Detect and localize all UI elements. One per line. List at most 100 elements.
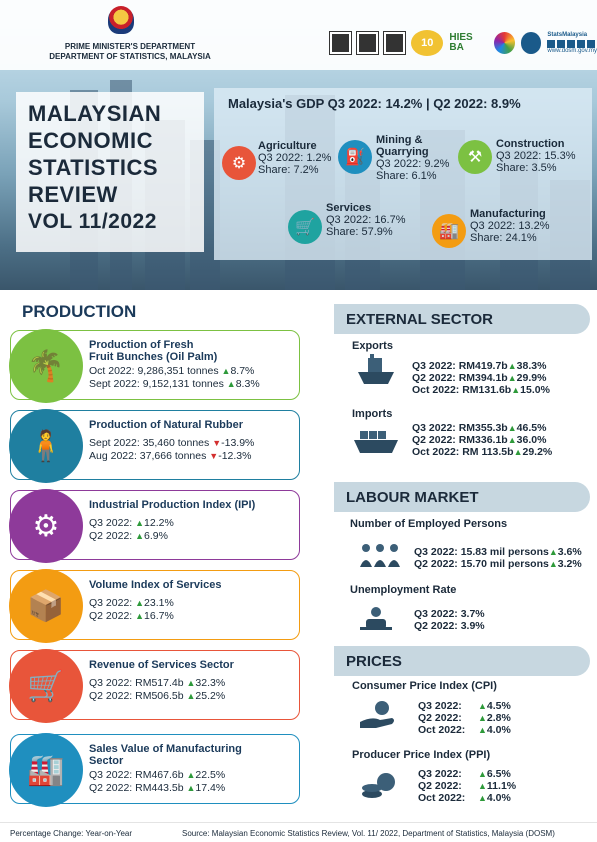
tractor-icon: ⚙ bbox=[222, 146, 256, 180]
department-subname: DEPARTMENT OF STATISTICS, MALAYSIA bbox=[49, 52, 211, 61]
up-arrow-icon: ▲ bbox=[507, 373, 517, 383]
change-value: 17.4% bbox=[195, 782, 226, 794]
social-icons bbox=[547, 40, 597, 48]
card-title: Industrial Production Index (IPI) bbox=[89, 499, 256, 511]
production-heading: PRODUCTION bbox=[22, 302, 137, 321]
production-card: 🌴 Production of Fresh Fruit Bunches (Oil P… bbox=[9, 329, 300, 403]
up-arrow-icon: ▲ bbox=[186, 783, 196, 793]
card-value-line: Aug 2022: 37,666 tonnes ▼-12.3% bbox=[89, 450, 252, 462]
stat-line: Q3 2022: 15.83 mil persons▲3.6% bbox=[414, 546, 582, 558]
card-value-line: Q2 2022: RM443.5b ▲17.4% bbox=[89, 782, 226, 794]
card-title: Sales Value of Manufacturing Sector bbox=[89, 743, 242, 767]
hand-coin-icon bbox=[356, 700, 400, 730]
card-value-line: Q3 2022: RM467.6b ▲22.5% bbox=[89, 769, 226, 781]
oil-rig-icon: ⛽ bbox=[338, 140, 372, 174]
excavator-icon: ⚒ bbox=[458, 140, 492, 174]
card-title: Revenue of Services Sector bbox=[89, 659, 234, 671]
anniversary-logo: 10 bbox=[411, 30, 444, 56]
change-value: 6.9% bbox=[144, 530, 168, 542]
up-arrow-icon: ▲ bbox=[513, 447, 523, 457]
stat-line: Oct 2022: ▲4.0% bbox=[418, 724, 511, 736]
production-card: 🏭 Sales Value of Manufacturing Sector Q3 20… bbox=[9, 733, 300, 807]
stat-line: Oct 2022: RM131.6b▲15.0% bbox=[412, 384, 550, 396]
change-value: 16.7% bbox=[144, 610, 174, 622]
department-name: PRIME MINISTER'S DEPARTMENT bbox=[64, 42, 196, 51]
shopping-cart-icon: 🛒 bbox=[9, 649, 83, 723]
gdp-panel: Malaysia's GDP Q3 2022: 14.2% | Q2 2022:… bbox=[214, 88, 592, 260]
stat-line: Q2 2022: RM336.1b▲36.0% bbox=[412, 434, 547, 446]
card-value-line: Q2 2022: ▲6.9% bbox=[89, 530, 168, 542]
gdp-mining: Mining & Quarrying Q3 2022: 9.2% Share: … bbox=[376, 134, 450, 182]
up-arrow-icon: ▲ bbox=[507, 423, 517, 433]
card-value-line: Sept 2022: 35,460 tonnes ▼-13.9% bbox=[89, 437, 255, 449]
palm-tree-icon: 🌴 bbox=[9, 329, 83, 403]
stat-line: Q3 2022: ▲4.5% bbox=[418, 700, 511, 712]
down-arrow-icon: ▼ bbox=[209, 451, 219, 461]
container-ship-icon bbox=[354, 426, 398, 456]
change-value: 32.3% bbox=[195, 677, 226, 689]
card-value-line: Q3 2022: ▲23.1% bbox=[89, 597, 174, 609]
qr-code-icon bbox=[356, 31, 380, 55]
up-arrow-icon: ▲ bbox=[478, 793, 487, 803]
stat-line: Q2 2022: ▲11.1% bbox=[418, 780, 517, 792]
header-banner: PRIME MINISTER'S DEPARTMENT DEPARTMENT O… bbox=[0, 0, 597, 290]
change-value: 8.7% bbox=[230, 365, 255, 377]
card-value-line: Q3 2022: ▲12.2% bbox=[89, 517, 174, 529]
production-card: 🛒 Revenue of Services Sector Q3 2022: RM51… bbox=[9, 649, 300, 723]
coins-stack-icon bbox=[356, 770, 400, 800]
sdg-logo bbox=[493, 32, 515, 54]
stat-line: Q3 2022: 3.7% bbox=[414, 608, 485, 620]
stat-line: Q3 2022: RM419.7b▲38.3% bbox=[412, 360, 547, 372]
gdp-construction: Construction Q3 2022: 15.3% Share: 3.5% bbox=[496, 138, 576, 174]
up-arrow-icon: ▲ bbox=[186, 691, 196, 701]
change-value: 8.3% bbox=[235, 378, 260, 390]
footer-source: Source: Malaysian Economic Statistics Re… bbox=[182, 829, 555, 838]
factory-icon: 🏭 bbox=[432, 214, 466, 248]
up-arrow-icon: ▲ bbox=[226, 379, 236, 389]
up-arrow-icon: ▲ bbox=[135, 518, 145, 528]
stat-line: Q2 2022: RM394.1b▲29.9% bbox=[412, 372, 547, 384]
card-title: Volume Index of Services bbox=[89, 579, 222, 591]
footer-divider bbox=[0, 822, 597, 823]
up-arrow-icon: ▲ bbox=[478, 781, 487, 791]
change-value: 22.5% bbox=[195, 769, 226, 781]
up-arrow-icon: ▲ bbox=[548, 547, 558, 557]
stat-line: Oct 2022: RM 113.5b▲29.2% bbox=[412, 446, 553, 458]
shopping-cart-icon: 🛒 bbox=[288, 210, 322, 244]
card-value-line: Sept 2022: 9,152,131 tonnes ▲8.3% bbox=[89, 378, 260, 390]
gdp-headline: Malaysia's GDP Q3 2022: 14.2% | Q2 2022:… bbox=[228, 96, 521, 111]
card-value-line: Q3 2022: RM517.4b ▲32.3% bbox=[89, 677, 226, 689]
change-value: -12.3% bbox=[218, 450, 252, 462]
imports-label: Imports bbox=[352, 408, 393, 420]
qr-code-icon bbox=[328, 31, 353, 55]
employed-label: Number of Employed Persons bbox=[350, 518, 508, 530]
unemployment-label: Unemployment Rate bbox=[350, 584, 457, 596]
qr-code-icon bbox=[383, 31, 407, 55]
card-value-line: Q2 2022: RM506.5b ▲25.2% bbox=[89, 690, 226, 702]
report-title: MALAYSIAN ECONOMIC STATISTICS REVIEW VOL… bbox=[16, 92, 204, 252]
down-arrow-icon: ▼ bbox=[212, 438, 222, 448]
ppi-label: Producer Price Index (PPI) bbox=[352, 749, 491, 761]
up-arrow-icon: ▲ bbox=[186, 770, 196, 780]
card-title: Production of Natural Rubber bbox=[89, 419, 243, 431]
stats-malaysia-social: StatsMalaysia www.dosm.gov.my bbox=[547, 32, 597, 54]
dosm-logo bbox=[520, 32, 542, 54]
up-arrow-icon: ▲ bbox=[135, 531, 145, 541]
up-arrow-icon: ▲ bbox=[186, 678, 196, 688]
stat-line: Q3 2022: RM355.3b▲46.5% bbox=[412, 422, 547, 434]
up-arrow-icon: ▲ bbox=[478, 725, 487, 735]
up-arrow-icon: ▲ bbox=[511, 385, 521, 395]
production-card: ⚙ Industrial Production Index (IPI) Q3 202… bbox=[9, 489, 300, 563]
labour-market-header: LABOUR MARKET bbox=[334, 482, 590, 512]
up-arrow-icon: ▲ bbox=[135, 598, 145, 608]
stat-line: Oct 2022: ▲4.0% bbox=[418, 792, 511, 804]
card-value-line: Oct 2022: 9,286,351 tonnes ▲8.7% bbox=[89, 365, 255, 377]
up-arrow-icon: ▲ bbox=[221, 366, 231, 376]
change-value: 23.1% bbox=[144, 597, 174, 609]
coat-of-arms-icon bbox=[108, 6, 134, 34]
production-card: 📦 Volume Index of Services Q3 2022: ▲23.1%… bbox=[9, 569, 300, 643]
rubber-tapper-icon: 🧍 bbox=[9, 409, 83, 483]
stat-line: Q2 2022: 15.70 mil persons▲3.2% bbox=[414, 558, 582, 570]
gdp-manufacturing: Manufacturing Q3 2022: 13.2% Share: 24.1… bbox=[470, 208, 550, 244]
production-card: 🧍 Production of Natural Rubber Sept 2022: … bbox=[9, 409, 300, 483]
